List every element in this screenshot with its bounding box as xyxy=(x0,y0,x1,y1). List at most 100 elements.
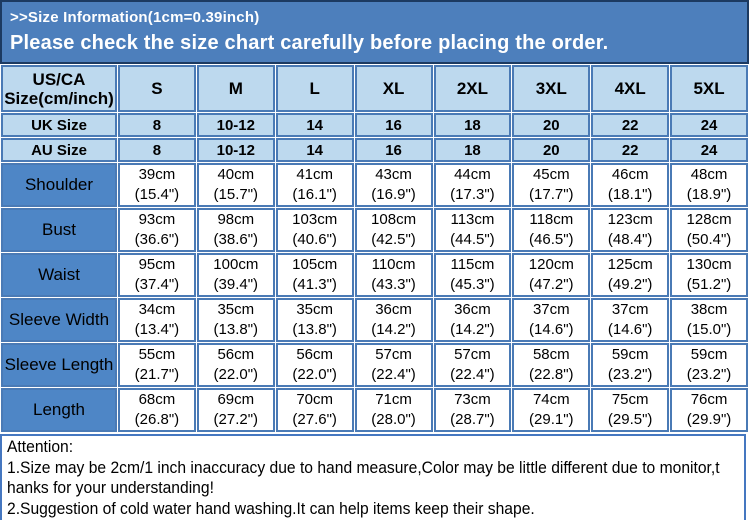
cm-value: 103cm xyxy=(292,211,338,228)
region-size-cell: 14 xyxy=(275,138,354,162)
size-column-header: XL xyxy=(354,65,433,112)
region-size-cell: 16 xyxy=(354,138,433,162)
cm-value: 68cm xyxy=(138,391,176,408)
cm-value: 70cm xyxy=(296,391,334,408)
size-column-header: M xyxy=(196,65,275,112)
attention-line: 1.Size may be 2cm/1 inch inaccuracy due … xyxy=(7,457,720,477)
size-chart-table: US/CA Size(cm/inch) S M L XL 2XL 3XL 4XL 5XL UK Si… xyxy=(0,64,749,433)
inch-value: (16.9") xyxy=(371,186,416,203)
inch-value: (13.8") xyxy=(292,321,337,338)
au-size-row: AU Size 8 10-12 14 16 18 20 22 24 xyxy=(1,138,748,162)
measurement-value-cell: 71cm (28.0") xyxy=(354,388,433,432)
size-info-banner: >>Size Information(1cm=0.39inch) Please … xyxy=(0,0,749,64)
measurement-value-cell: 128cm (50.4") xyxy=(670,208,748,252)
region-size-cell: 22 xyxy=(591,138,670,162)
measurement-label-cell: Bust xyxy=(1,208,117,252)
inch-value: (28.0") xyxy=(371,411,416,428)
inch-value: (15.4") xyxy=(134,186,180,203)
measurement-value-cell: 59cm (23.2") xyxy=(591,343,670,387)
measurement-value-cell: 59cm (23.2") xyxy=(670,343,748,387)
inch-value: (36.6") xyxy=(134,231,180,248)
inch-value: (46.5") xyxy=(529,231,574,248)
cm-value: 57cm xyxy=(375,346,412,363)
measurement-value-cell: 39cm (15.4") xyxy=(118,163,196,207)
measurement-value-cell: 125cm (49.2") xyxy=(591,253,670,297)
region-size-cell: 18 xyxy=(433,138,512,162)
measurement-value-cell: 36cm (14.2") xyxy=(354,298,433,342)
measurement-value-cell: 56cm (22.0") xyxy=(275,343,354,387)
cm-value: 93cm xyxy=(138,211,176,228)
cm-value: 43cm xyxy=(375,166,412,183)
inch-value: (27.2") xyxy=(213,411,259,428)
measurement-value-cell: 73cm (28.7") xyxy=(433,388,512,432)
size-table-body: US/CA Size(cm/inch) S M L XL 2XL 3XL 4XL 5XL UK Si… xyxy=(1,65,748,432)
measurement-value-cell: 98cm (38.6") xyxy=(196,208,275,252)
inch-value: (22.4") xyxy=(371,366,416,383)
cm-value: 123cm xyxy=(607,211,653,228)
measurement-row: Sleeve Length 55cm (21.7") 56cm (22.0") 56cm (… xyxy=(1,343,748,387)
region-size-cell: 8 xyxy=(118,113,196,137)
measurement-value-cell: 45cm (17.7") xyxy=(512,163,591,207)
measurement-value-cell: 55cm (21.7") xyxy=(118,343,196,387)
measurement-value-cell: 75cm (29.5") xyxy=(591,388,670,432)
measurement-value-cell: 108cm (42.5") xyxy=(354,208,433,252)
region-size-cell: 24 xyxy=(670,113,748,137)
region-size-cell: 24 xyxy=(670,138,748,162)
cm-value: 35cm xyxy=(296,301,334,318)
measurement-label-cell: Length xyxy=(1,388,117,432)
cm-value: 56cm xyxy=(217,346,255,363)
region-size-cell: 22 xyxy=(591,113,670,137)
inch-value: (39.4") xyxy=(213,276,259,293)
cm-value: 48cm xyxy=(690,166,728,183)
region-size-cell: 20 xyxy=(512,138,591,162)
cm-value: 113cm xyxy=(450,211,495,228)
size-column-header: 3XL xyxy=(512,65,591,112)
cm-value: 56cm xyxy=(296,346,334,363)
region-size-cell: 8 xyxy=(118,138,196,162)
inch-value: (13.8") xyxy=(213,321,259,338)
region-size-cell: 14 xyxy=(275,113,354,137)
inch-value: (14.2") xyxy=(450,321,495,338)
cm-value: 58cm xyxy=(532,346,570,363)
measurement-value-cell: 113cm (44.5") xyxy=(433,208,512,252)
corner-line2: Size(cm/inch) xyxy=(4,88,114,108)
measurement-value-cell: 37cm (14.6") xyxy=(591,298,670,342)
cm-value: 118cm xyxy=(529,211,574,228)
cm-value: 100cm xyxy=(213,256,259,273)
inch-value: (18.1") xyxy=(607,186,653,203)
measurement-value-cell: 37cm (14.6") xyxy=(512,298,591,342)
measurement-value-cell: 35cm (13.8") xyxy=(196,298,275,342)
inch-value: (43.3") xyxy=(371,276,416,293)
cm-value: 44cm xyxy=(454,166,491,183)
region-label-cell: AU Size xyxy=(1,138,117,162)
measurement-value-cell: 58cm (22.8") xyxy=(512,343,591,387)
measurement-value-cell: 95cm (37.4") xyxy=(118,253,196,297)
inch-value: (17.3") xyxy=(450,186,495,203)
cm-value: 95cm xyxy=(138,256,176,273)
cm-value: 34cm xyxy=(138,301,176,318)
banner-warning: Please check the size chart carefully be… xyxy=(10,32,609,54)
inch-value: (23.2") xyxy=(607,366,653,383)
inch-value: (21.7") xyxy=(134,366,180,383)
inch-value: (17.7") xyxy=(529,186,574,203)
cm-value: 120cm xyxy=(528,256,574,273)
cm-value: 37cm xyxy=(532,301,570,318)
measurement-label-cell: Waist xyxy=(1,253,117,297)
cm-value: 38cm xyxy=(690,301,728,318)
measurement-value-cell: 56cm (22.0") xyxy=(196,343,275,387)
measurement-value-cell: 48cm (18.9") xyxy=(670,163,748,207)
cm-value: 69cm xyxy=(217,391,255,408)
inch-value: (18.9") xyxy=(686,186,732,203)
measurement-value-cell: 38cm (15.0") xyxy=(670,298,748,342)
measurement-value-cell: 36cm (14.2") xyxy=(433,298,512,342)
inch-value: (38.6") xyxy=(213,231,259,248)
cm-value: 130cm xyxy=(686,256,732,273)
cm-value: 35cm xyxy=(217,301,255,318)
inch-value: (29.1") xyxy=(529,411,574,428)
cm-value: 37cm xyxy=(611,301,649,318)
measurement-value-cell: 46cm (18.1") xyxy=(591,163,670,207)
measurement-value-cell: 118cm (46.5") xyxy=(512,208,591,252)
region-size-cell: 20 xyxy=(512,113,591,137)
measurement-value-cell: 120cm (47.2") xyxy=(512,253,591,297)
region-size-cell: 10-12 xyxy=(196,138,275,162)
